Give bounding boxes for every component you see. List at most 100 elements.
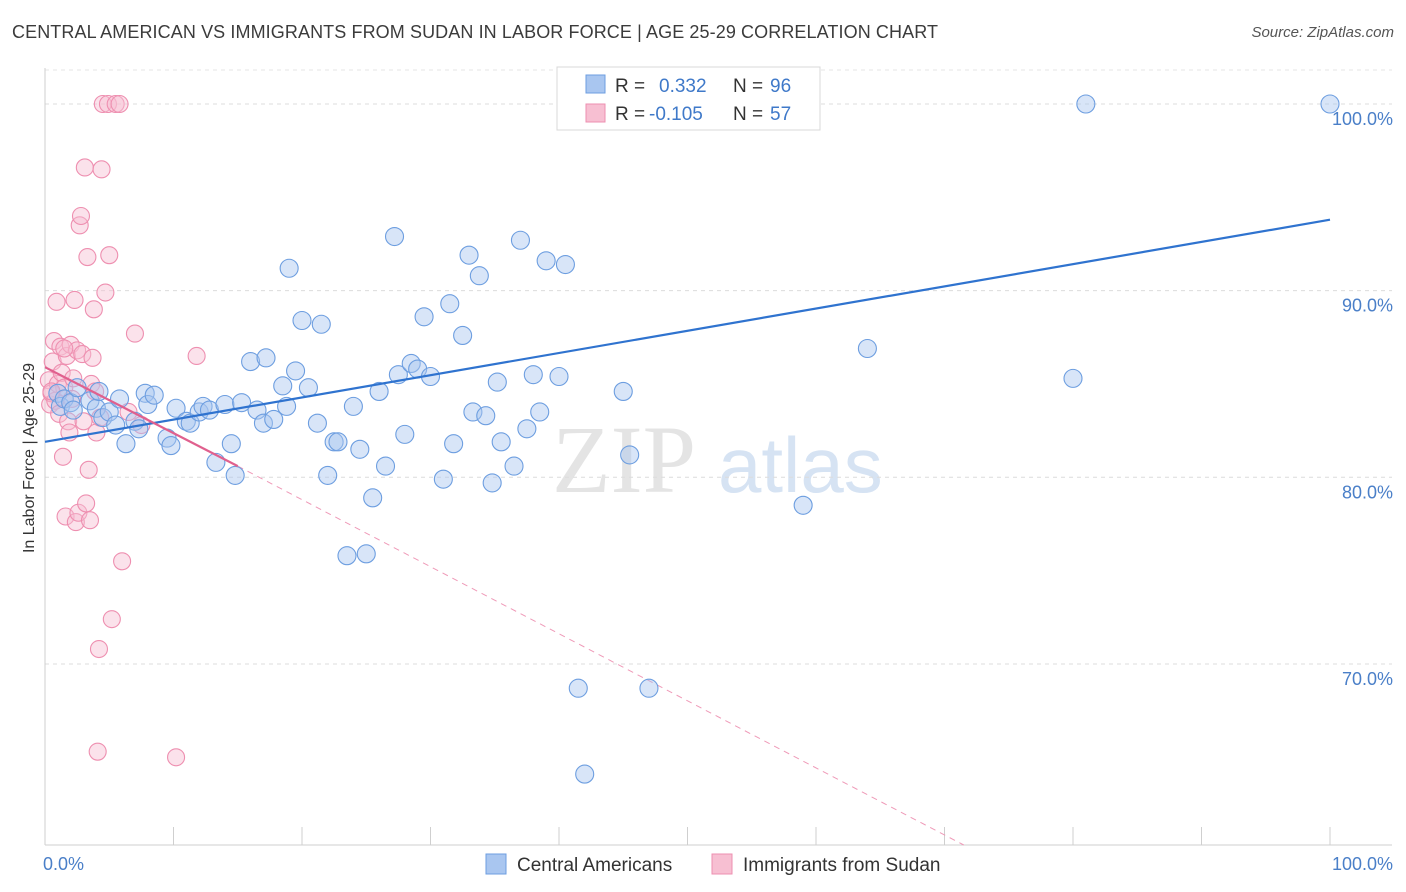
trend-line-sudan xyxy=(44,366,239,468)
data-point-sudan xyxy=(70,216,89,235)
x-tick-label: 0.0% xyxy=(43,854,84,874)
y-tick-label: 70.0% xyxy=(1342,669,1393,689)
axes xyxy=(44,68,1392,846)
data-point-sudan xyxy=(55,339,74,358)
data-point-sudan xyxy=(73,345,92,364)
data-point-sudan xyxy=(50,404,69,423)
data-point-central-american xyxy=(510,230,531,250)
data-point-central-american xyxy=(337,546,357,566)
data-point-sudan xyxy=(102,610,121,629)
watermark-zip: ZIP xyxy=(552,406,696,513)
data-point-sudan xyxy=(75,158,94,177)
data-point-central-american xyxy=(517,419,537,439)
data-point-central-american xyxy=(384,226,405,247)
data-point-central-american xyxy=(221,434,241,454)
data-point-central-american xyxy=(1076,94,1096,114)
data-point-central-american xyxy=(279,258,299,278)
data-point-central-american xyxy=(639,678,659,698)
data-point-central-american xyxy=(523,365,543,385)
data-point-central-american xyxy=(395,424,415,444)
data-point-central-american xyxy=(453,325,473,345)
watermark-atlas: atlas xyxy=(718,421,883,509)
data-point-central-american xyxy=(491,432,511,452)
data-point-central-american xyxy=(273,376,293,396)
bottom-legend-swatch-blue xyxy=(485,853,507,875)
data-point-central-american xyxy=(549,366,569,387)
data-point-central-american xyxy=(575,764,595,784)
data-point-central-american xyxy=(343,396,363,416)
data-point-central-american xyxy=(536,251,556,271)
trend-line-sudan-extension xyxy=(237,465,965,846)
y-tick-label: 90.0% xyxy=(1342,296,1393,316)
data-point-central-american xyxy=(225,465,245,485)
data-point-sudan xyxy=(167,748,186,767)
data-point-sudan xyxy=(110,94,129,114)
source-credit: Source: ZipAtlas.com xyxy=(1251,24,1394,41)
data-point-central-american xyxy=(264,409,284,429)
data-point-central-american xyxy=(476,406,496,426)
data-point-sudan xyxy=(79,460,98,479)
legend-n-value-1: 96 xyxy=(770,76,791,97)
x-tick-labels: 0.0% 100.0% xyxy=(43,854,1393,874)
legend-swatch-pink xyxy=(585,103,606,123)
data-point-central-american xyxy=(144,385,164,405)
data-point-sudan xyxy=(84,300,103,319)
y-tick-labels: 70.0% 80.0% 90.0% 100.0% xyxy=(1332,109,1393,689)
bottom-legend-label-1: Central Americans xyxy=(517,855,672,876)
data-point-central-american xyxy=(857,338,877,359)
data-point-sudan xyxy=(89,639,109,659)
legend-r-value-1: 0.332 xyxy=(659,76,707,97)
bottom-legend: Central Americans Immigrants from Sudan xyxy=(485,853,940,876)
trend-line-central-americans xyxy=(44,218,1331,443)
data-point-central-american xyxy=(414,307,434,327)
data-point-central-american xyxy=(363,488,383,508)
data-point-central-american xyxy=(1063,368,1083,388)
data-point-sudan xyxy=(77,494,96,513)
data-point-central-american xyxy=(63,400,83,420)
data-point-central-american xyxy=(463,402,483,422)
legend-n-label-1: N = xyxy=(733,76,763,97)
data-point-central-american xyxy=(1320,94,1340,114)
data-point-central-american xyxy=(530,402,550,422)
data-point-sudan xyxy=(78,248,97,267)
data-point-central-american xyxy=(298,378,318,398)
data-point-central-american xyxy=(86,398,106,418)
data-point-central-american xyxy=(613,381,633,401)
data-point-central-american xyxy=(555,254,575,275)
data-point-sudan xyxy=(53,447,73,466)
legend-r-label-2: R = xyxy=(615,104,645,125)
data-point-central-american xyxy=(253,413,274,433)
data-point-central-american xyxy=(286,361,306,381)
data-point-sudan xyxy=(96,283,115,302)
data-point-sudan xyxy=(80,511,100,530)
legend-swatch-blue xyxy=(585,74,606,94)
bottom-legend-swatch-pink xyxy=(711,853,733,875)
legend-box: R = 0.332 N = 96 R = -0.105 N = 57 xyxy=(556,66,821,131)
data-point-central-american xyxy=(469,266,489,286)
data-point-sudan xyxy=(47,292,66,311)
data-point-central-american xyxy=(138,394,158,415)
data-point-central-american xyxy=(440,294,460,314)
data-point-central-american xyxy=(318,465,338,485)
data-point-central-american xyxy=(161,436,181,456)
legend-r-value-2: -0.105 xyxy=(649,104,703,125)
data-point-sudan xyxy=(65,290,84,310)
data-point-central-american xyxy=(356,544,376,564)
y-tick-label: 80.0% xyxy=(1342,482,1393,502)
data-point-central-american xyxy=(444,434,464,454)
legend-r-label-1: R = xyxy=(615,76,645,97)
data-point-central-american xyxy=(504,456,524,476)
chart-title: CENTRAL AMERICAN VS IMMIGRANTS FROM SUDA… xyxy=(12,22,939,42)
data-point-central-american xyxy=(328,432,348,452)
data-point-central-american xyxy=(369,381,389,401)
data-point-sudan xyxy=(106,94,125,114)
data-point-sudan xyxy=(71,206,91,226)
data-point-sudan xyxy=(125,324,144,343)
data-point-sudan xyxy=(187,346,206,366)
data-point-central-american xyxy=(482,473,502,493)
legend-n-label-2: N = xyxy=(733,104,763,125)
data-point-sudan xyxy=(100,246,119,265)
data-point-central-american xyxy=(241,352,261,372)
data-point-central-american xyxy=(375,456,396,476)
